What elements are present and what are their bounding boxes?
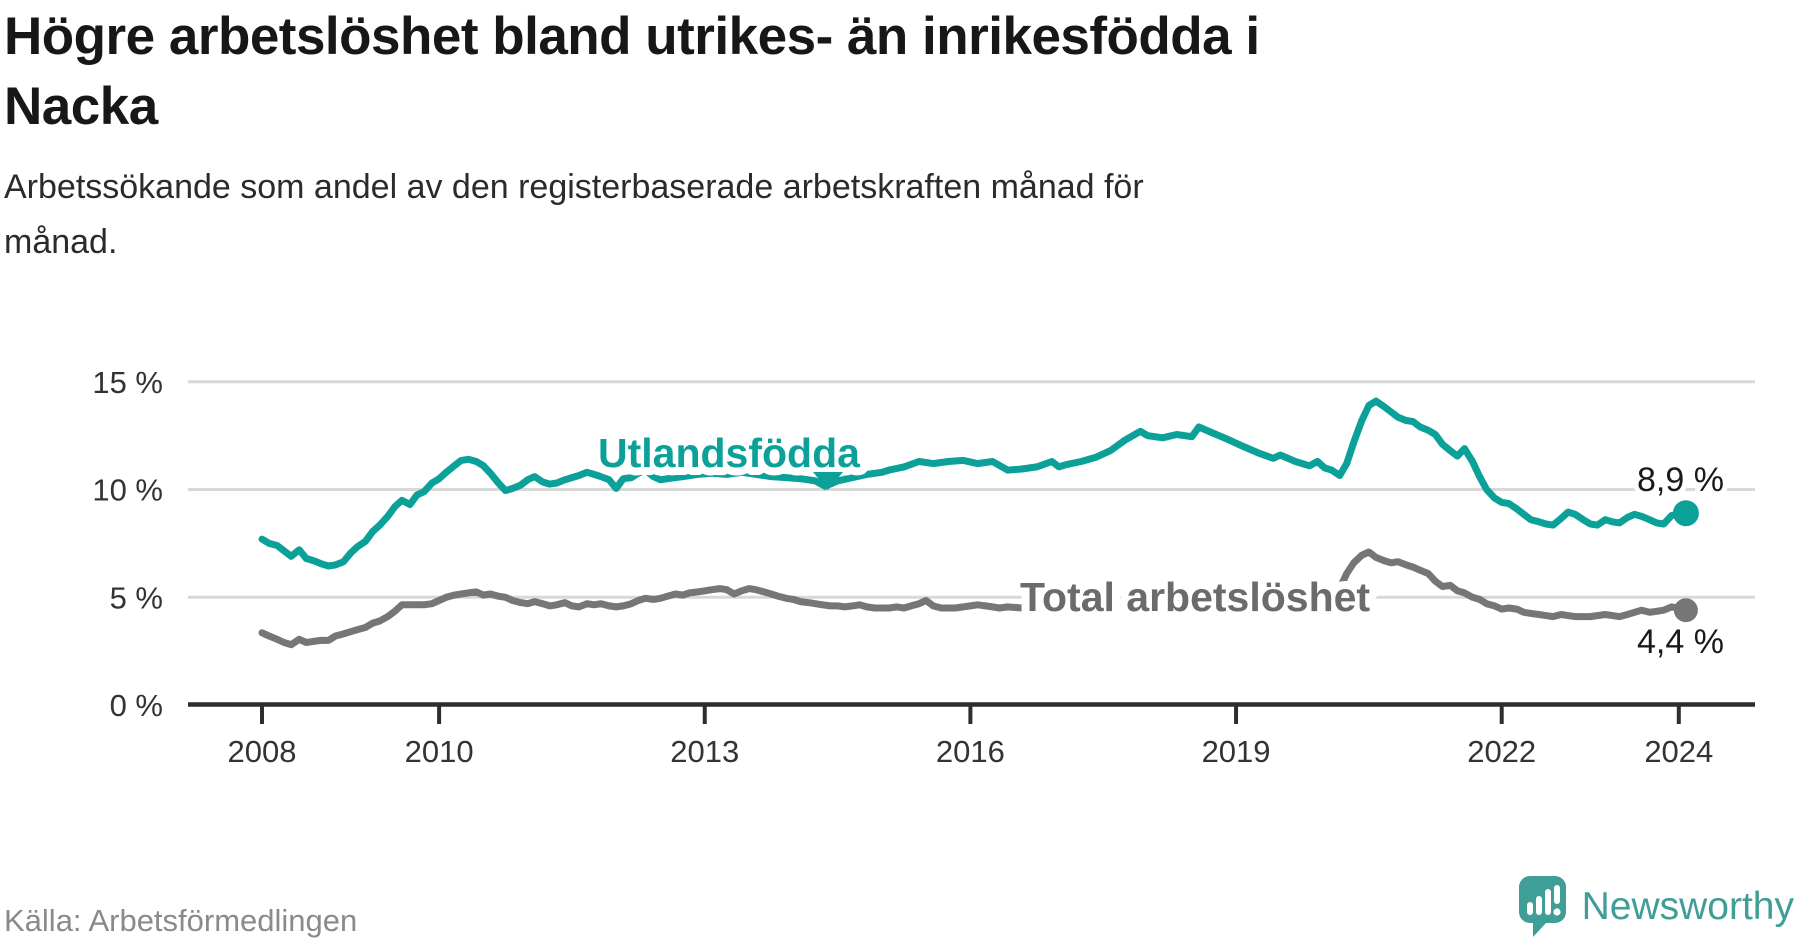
end-value-label-total: 4,4 %: [1637, 623, 1724, 661]
line-total: [258, 548, 1690, 649]
chart-subtitle: Arbetssökande som andel av den registerb…: [4, 160, 1504, 270]
x-tick-label: 2013: [670, 734, 739, 769]
x-axis-ticks: [260, 706, 1681, 724]
subtitle-line-1: Arbetssökande som andel av den registerb…: [4, 168, 1144, 206]
x-tick-label: 2024: [1644, 734, 1713, 769]
chart-header: Högre arbetslöshet bland utrikes- än inr…: [4, 2, 1604, 142]
series-label-utlandsfodda: Utlandsfödda: [598, 430, 861, 476]
label-pointer-triangle-icon: [813, 472, 843, 490]
newsworthy-logo-icon: [1518, 876, 1566, 937]
brand-footer: Newsworthy: [1518, 876, 1794, 937]
y-tick-label: 0 %: [110, 688, 163, 723]
page-title-line-1: Högre arbetslöshet bland utrikes- än inr…: [4, 7, 1260, 66]
x-tick-label: 2010: [405, 734, 474, 769]
x-tick-label: 2019: [1202, 734, 1271, 769]
subtitle-line-2: månad.: [4, 223, 118, 261]
y-tick-label: 10 %: [92, 473, 163, 508]
page-title-line-2: Nacka: [4, 77, 158, 136]
end-dot-total: [1673, 598, 1698, 623]
x-tick-label: 2022: [1467, 734, 1536, 769]
end-value-label-utlandsfodda: 8,9 %: [1637, 461, 1724, 499]
x-tick-label: 2008: [228, 734, 297, 769]
y-tick-label: 15 %: [92, 365, 163, 400]
x-axis-labels: 2008 2010 2013 2016 2019 2022 2024: [228, 734, 1714, 769]
series-label-total: Total arbetslöshet: [1020, 574, 1370, 620]
x-tick-label: 2016: [936, 734, 1005, 769]
y-tick-label: 5 %: [110, 580, 163, 615]
line-utlandsfodda: [258, 397, 1690, 570]
source-note: Källa: Arbetsförmedlingen: [4, 903, 358, 938]
end-dot-utlandsfodda: [1672, 500, 1699, 527]
brand-name: Newsworthy: [1581, 884, 1794, 928]
y-axis-labels: 15 % 10 % 5 % 0 %: [92, 365, 163, 723]
